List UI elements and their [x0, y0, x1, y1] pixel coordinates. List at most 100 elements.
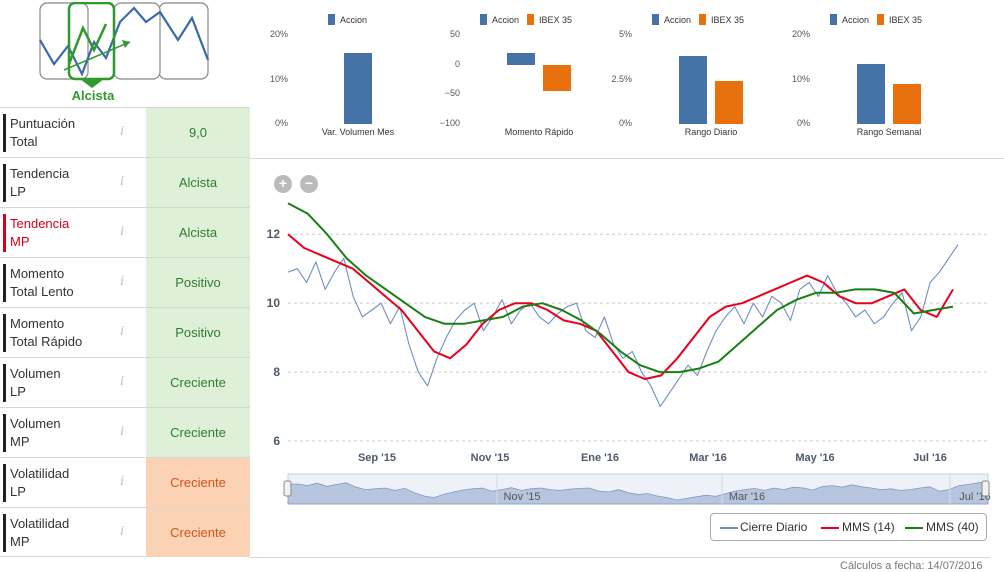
mini-tick-label: 50	[449, 29, 460, 39]
mini-legend-item[interactable]: IBEX 35	[527, 14, 572, 25]
mini-bar-chart: Accion IBEX 35 50 0 −50 −100 Momento Rápido	[440, 5, 610, 145]
y-tick-label: 8	[273, 365, 280, 379]
indicator-marker	[3, 364, 6, 402]
navigator-handle-right[interactable]	[981, 480, 990, 497]
indicator-marker	[3, 114, 6, 152]
info-icon[interactable]: i	[120, 324, 124, 339]
indicator-value: Alcista	[146, 158, 250, 207]
indicator-row: Tendencia LP i Alcista	[0, 157, 250, 207]
mini-category-label: Var. Volumen Mes	[321, 127, 395, 137]
series-cierre-diario[interactable]	[287, 244, 959, 408]
mini-tick-label: 10%	[791, 73, 810, 84]
trend-selector-icon[interactable]	[38, 2, 210, 105]
mini-bar[interactable]	[344, 52, 372, 124]
info-icon[interactable]: i	[120, 374, 124, 389]
x-tick-label: Sep '15	[358, 452, 396, 464]
mini-bar[interactable]	[715, 81, 743, 124]
legend-text: IBEX 35	[889, 15, 923, 25]
legend-swatch	[699, 14, 707, 25]
info-icon[interactable]: i	[120, 174, 124, 189]
mini-bar[interactable]	[893, 83, 921, 124]
indicator-label-line1: Volumen	[10, 366, 61, 381]
legend-mms40-line	[905, 527, 923, 529]
indicator-marker	[3, 314, 6, 352]
trend-label: Alcista	[71, 88, 115, 103]
indicator-label: Volumen LP	[10, 365, 110, 401]
mini-bar-chart: Accion IBEX 35 20% 10% 0% Rango Semanal	[790, 5, 960, 145]
indicator-label: Momento Total Lento	[10, 265, 110, 301]
indicator-label-line1: Volumen	[10, 416, 61, 431]
y-tick-label: 10	[267, 296, 281, 310]
indicator-label-line2: LP	[10, 384, 26, 399]
info-icon[interactable]: i	[120, 124, 124, 139]
indicator-label: Puntuación Total	[10, 115, 110, 151]
mini-bar[interactable]	[679, 56, 707, 124]
divider	[250, 557, 990, 558]
chart-legend: Cierre Diario MMS (14) MMS (40)	[710, 513, 987, 541]
mini-tick-label: 0	[454, 58, 460, 69]
navigator-tick-label: Nov '15	[504, 491, 541, 503]
legend-cierre-label[interactable]: Cierre Diario	[740, 520, 808, 534]
legend-swatch	[830, 14, 837, 25]
legend-cierre-line	[720, 527, 738, 529]
indicator-value: Creciente	[146, 458, 250, 507]
indicator-row: Puntuación Total i 9,0	[0, 107, 250, 157]
x-tick-label: Jul '16	[913, 452, 947, 464]
info-icon[interactable]: i	[120, 424, 124, 439]
indicator-value: Positivo	[146, 258, 250, 307]
indicator-value: Alcista	[146, 208, 250, 257]
indicator-label: Momento Total Rápido	[10, 315, 110, 351]
y-tick-label: 6	[273, 434, 280, 448]
y-tick-label: 12	[267, 227, 281, 241]
indicator-label-line1: Momento	[10, 266, 65, 281]
mini-legend-item[interactable]: Accion	[328, 14, 367, 25]
indicator-label-line2: MP	[10, 234, 30, 249]
mini-legend-item[interactable]: Accion	[652, 14, 691, 25]
navigator-handle-left[interactable]	[283, 480, 292, 497]
mini-legend-item[interactable]: IBEX 35	[699, 14, 744, 25]
indicator-label-line1: Puntuación	[10, 116, 76, 131]
mini-legend: Accion IBEX 35	[652, 10, 802, 28]
zoom-in-button[interactable]: +	[274, 175, 292, 193]
legend-text: IBEX 35	[711, 15, 745, 25]
mini-bar[interactable]	[857, 63, 885, 124]
info-icon[interactable]: i	[120, 474, 124, 489]
mini-bar[interactable]	[543, 64, 571, 92]
indicator-value: Creciente	[146, 408, 250, 457]
price-chart[interactable]: 12 10 8 6 Sep '15 Nov '15 Ene '16 Mar '16 May '1…	[250, 158, 1004, 570]
series-mms14[interactable]	[287, 233, 954, 380]
mini-bar-chart: Accion 20% 10% 0% Var. Volumen Mes	[268, 5, 438, 145]
mini-legend-item[interactable]: Accion	[830, 14, 869, 25]
legend-mms14-label[interactable]: MMS (14)	[842, 520, 895, 534]
mini-bar[interactable]	[507, 52, 535, 65]
mini-tick-label: 10%	[269, 73, 288, 84]
indicator-table: Puntuación Total i 9,0 Tendencia LP i Alcista Te…	[0, 107, 250, 557]
calc-date: Cálculos a fecha: 14/07/2016	[840, 560, 983, 572]
legend-text: Accion	[842, 15, 870, 25]
indicator-label-line1: Volatilidad	[10, 516, 70, 531]
info-icon[interactable]: i	[120, 274, 124, 289]
indicator-marker	[3, 214, 6, 252]
info-icon[interactable]: i	[120, 524, 124, 539]
indicator-label-line2: Total Lento	[10, 284, 74, 299]
mini-tick-label: −100	[439, 118, 460, 128]
mini-legend-item[interactable]: IBEX 35	[877, 14, 922, 25]
indicator-label-line1: Tendencia	[10, 216, 70, 231]
info-icon[interactable]: i	[120, 224, 124, 239]
price-chart-svg: 12 10 8 6 Sep '15 Nov '15 Ene '16 Mar '16 May '1…	[267, 202, 991, 505]
indicator-label-line2: LP	[10, 484, 26, 499]
mini-tick-label: 0%	[796, 118, 810, 128]
mini-tick-label: 0%	[618, 118, 632, 128]
mini-legend-item[interactable]: Accion	[480, 14, 519, 25]
indicator-marker	[3, 264, 6, 302]
indicator-row: Momento Total Lento i Positivo	[0, 257, 250, 307]
legend-text: IBEX 35	[539, 15, 573, 25]
legend-mms40-label[interactable]: MMS (40)	[926, 520, 979, 534]
mini-tick-label: 0%	[274, 118, 288, 128]
series-mms40[interactable]	[287, 202, 954, 374]
x-tick-label: Mar '16	[689, 452, 726, 464]
indicator-label-line1: Momento	[10, 316, 65, 331]
x-tick-label: Ene '16	[581, 452, 619, 464]
indicator-label: Volatilidad MP	[10, 515, 110, 551]
zoom-out-button[interactable]: −	[300, 175, 318, 193]
